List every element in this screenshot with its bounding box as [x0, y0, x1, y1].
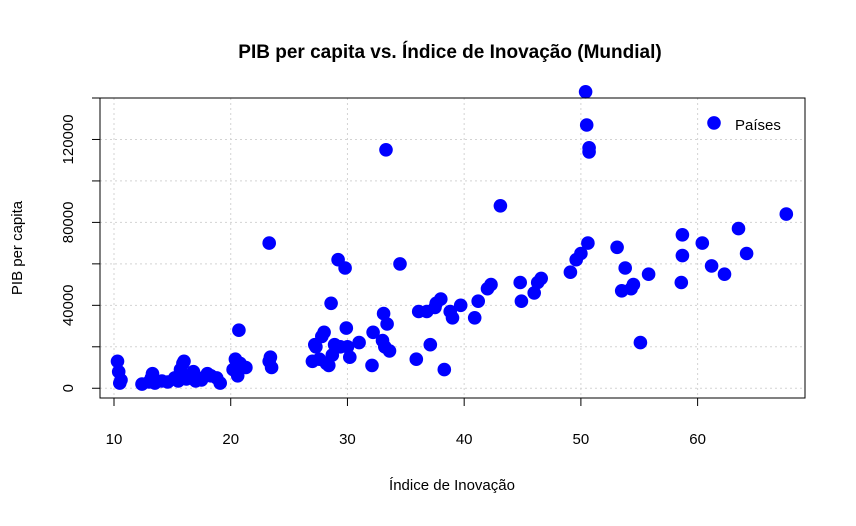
data-point — [618, 261, 632, 275]
data-point — [579, 118, 594, 132]
data-point — [366, 325, 380, 340]
data-point — [365, 358, 379, 373]
data-point — [675, 228, 690, 242]
data-point — [674, 275, 689, 290]
data-point — [695, 236, 710, 250]
data-point — [527, 286, 541, 300]
data-point — [578, 85, 593, 99]
data-point — [437, 362, 452, 377]
data-point — [731, 221, 746, 236]
y-tick-label: 40000 — [60, 284, 77, 326]
data-point — [423, 337, 438, 352]
data-point — [110, 354, 125, 369]
data-point — [230, 369, 245, 383]
data-point — [239, 360, 253, 375]
data-point — [563, 265, 578, 280]
data-point — [467, 311, 482, 325]
legend: Países — [712, 117, 781, 134]
y-tick-label: 0 — [60, 384, 77, 392]
data-point — [340, 340, 355, 354]
data-point — [582, 141, 596, 155]
data-point — [471, 294, 486, 309]
data-point — [610, 240, 624, 255]
x-tick-label: 50 — [573, 431, 590, 448]
data-point — [445, 311, 460, 325]
x-tick-label: 10 — [106, 431, 123, 448]
data-point — [409, 352, 424, 367]
data-point — [633, 335, 648, 350]
x-axis-label: Índice de Inovação — [389, 477, 515, 494]
data-point — [309, 340, 323, 354]
x-tick-label: 30 — [339, 431, 356, 448]
y-axis-label: PIB per capita — [9, 200, 26, 295]
x-axis: 10 20 30 40 50 60 — [106, 398, 706, 448]
x-tick-label: 60 — [689, 431, 706, 448]
data-point — [339, 321, 354, 335]
legend-marker — [712, 118, 720, 126]
y-tick-label: 80000 — [60, 202, 77, 244]
data-point — [453, 298, 468, 313]
data-point — [379, 143, 393, 157]
data-point — [324, 296, 338, 311]
chart-title: PIB per capita vs. Índice de Inovação (M… — [238, 41, 661, 63]
data-point — [213, 376, 227, 390]
data-point — [704, 259, 719, 273]
data-point — [484, 277, 498, 292]
data-point — [779, 207, 794, 221]
data-point — [322, 358, 336, 373]
y-tick-label: 120000 — [60, 114, 77, 164]
data-point — [641, 267, 656, 282]
data-point — [376, 306, 391, 321]
data-point — [114, 373, 128, 387]
data-point — [393, 257, 407, 271]
data-point — [581, 236, 595, 250]
data-point — [317, 325, 331, 340]
legend-label: Países — [735, 117, 781, 134]
data-point — [574, 246, 588, 261]
data-point — [263, 350, 278, 365]
y-axis: 0 40000 80000 120000 — [60, 97, 100, 392]
data-point — [262, 236, 277, 250]
plot-frame — [99, 97, 806, 399]
data-point — [434, 292, 448, 306]
data-point — [352, 335, 366, 350]
data-point — [382, 344, 397, 358]
data-point — [513, 275, 527, 290]
data-point — [514, 294, 529, 309]
data-point — [626, 277, 641, 292]
data-point — [343, 350, 357, 365]
data-point — [232, 323, 246, 338]
data-points — [110, 85, 794, 391]
data-point — [380, 317, 394, 331]
data-point — [338, 261, 352, 275]
data-point — [177, 354, 191, 369]
x-tick-label: 40 — [456, 431, 473, 448]
data-point — [493, 199, 508, 213]
data-point — [739, 246, 754, 261]
data-point — [264, 360, 279, 375]
x-tick-label: 20 — [222, 431, 239, 448]
data-point — [717, 267, 732, 282]
data-point — [534, 271, 548, 286]
data-point — [675, 248, 690, 263]
